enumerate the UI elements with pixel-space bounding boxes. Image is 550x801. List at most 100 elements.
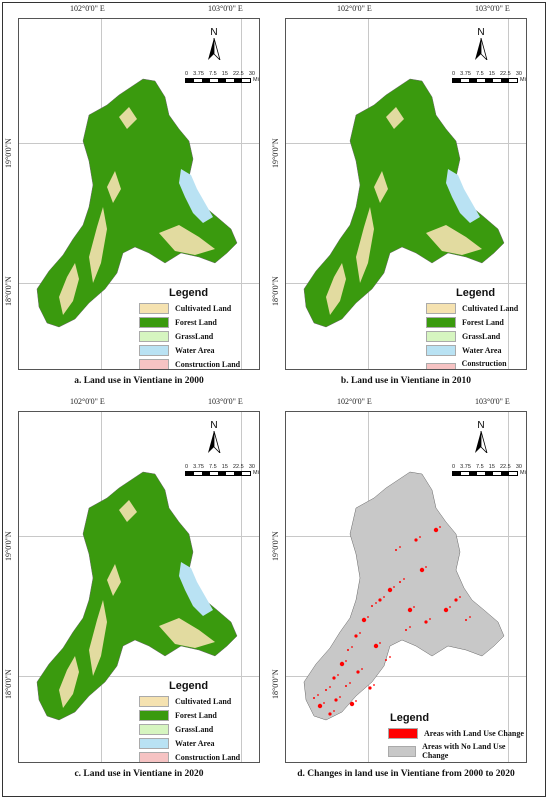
scale-tick: 0 bbox=[452, 71, 456, 77]
change-patch bbox=[405, 629, 407, 631]
scale-tick: 22.5 bbox=[500, 71, 511, 77]
legend-swatch bbox=[139, 317, 169, 328]
panel-caption: d. Changes in land use in Vientiane from… bbox=[297, 769, 515, 779]
change-patch bbox=[333, 710, 335, 712]
change-patch bbox=[329, 686, 331, 688]
north-label: N bbox=[477, 420, 485, 431]
change-patch bbox=[393, 586, 395, 588]
legend-item: Areas with Land Use Change bbox=[388, 728, 526, 739]
legend-label: Water Area bbox=[175, 739, 215, 748]
panel-caption: b. Land use in Vientiane in 2010 bbox=[340, 376, 472, 386]
lon-label-left: 102°0'0" E bbox=[70, 397, 105, 406]
change-patch bbox=[373, 643, 379, 649]
change-patch bbox=[407, 607, 413, 613]
legend-item: Cultivated Land bbox=[139, 696, 240, 707]
change-patch bbox=[414, 538, 418, 542]
change-patch bbox=[368, 686, 372, 690]
change-patch bbox=[337, 674, 339, 676]
scale-bar-graphic bbox=[185, 470, 251, 476]
scale-bar-graphic bbox=[452, 470, 518, 476]
scale-tick: 15 bbox=[221, 71, 228, 77]
change-patch bbox=[385, 659, 387, 661]
change-patch bbox=[454, 598, 458, 602]
legend-swatch bbox=[139, 724, 169, 735]
scale-tick: 15 bbox=[488, 464, 495, 470]
scale-tick: 0 bbox=[185, 71, 189, 77]
legend-swatch bbox=[426, 345, 456, 356]
change-patch bbox=[317, 703, 323, 709]
province-shape bbox=[36, 78, 238, 328]
scale-tick: 3.75 bbox=[193, 464, 204, 470]
scale-tick: 30 bbox=[248, 71, 255, 77]
north-label: N bbox=[210, 420, 218, 431]
scale-tick: 22.5 bbox=[500, 464, 511, 470]
legend-item: GrassLand bbox=[139, 331, 240, 342]
scale-tick: 7.5 bbox=[476, 464, 484, 470]
change-patch bbox=[313, 697, 315, 699]
legend-label: Water Area bbox=[175, 346, 215, 355]
scale-tick: 7.5 bbox=[476, 71, 484, 77]
lat-label-bottom: 18°0'0"N bbox=[4, 669, 13, 699]
legend-swatch bbox=[388, 745, 417, 757]
change-patch bbox=[323, 702, 325, 704]
legend-swatch bbox=[426, 303, 456, 314]
change-patch bbox=[413, 606, 415, 608]
graticule-line bbox=[241, 412, 242, 762]
legend: Legend Cultivated Land Forest Land Grass… bbox=[426, 287, 526, 369]
change-patch bbox=[469, 616, 471, 618]
legend-item: Water Area bbox=[426, 345, 526, 356]
legend-label: Cultivated Land bbox=[175, 697, 232, 706]
lat-label-bottom: 18°0'0"N bbox=[271, 669, 280, 699]
cultivated-patches bbox=[59, 500, 215, 708]
legend-label: Forest Land bbox=[462, 318, 504, 327]
lon-label-right: 103°0'0" E bbox=[208, 4, 243, 13]
scale-bar: 0 3.75 7.5 15 22.5 30 Miles bbox=[452, 464, 526, 476]
north-arrow: N bbox=[474, 27, 488, 60]
scale-tick: 3.75 bbox=[460, 71, 471, 77]
legend-item: GrassLand bbox=[426, 331, 526, 342]
legend-swatch bbox=[139, 710, 169, 721]
legend: Legend Areas with Land Use Change Areas … bbox=[388, 712, 526, 762]
lat-label-top: 19°0'0"N bbox=[4, 138, 13, 168]
legend-item: Cultivated Land bbox=[139, 303, 240, 314]
scale-tick: 3.75 bbox=[460, 464, 471, 470]
lat-label-top: 19°0'0"N bbox=[271, 531, 280, 561]
change-patch bbox=[395, 549, 397, 551]
province-shape bbox=[303, 78, 505, 328]
lat-label-top: 19°0'0"N bbox=[4, 531, 13, 561]
change-patch bbox=[419, 567, 425, 573]
north-arrow: N bbox=[207, 420, 221, 453]
legend-swatch bbox=[426, 317, 456, 328]
change-patch bbox=[383, 596, 385, 598]
graticule-line bbox=[19, 676, 259, 677]
legend-item: Forest Land bbox=[139, 317, 240, 328]
vientiane-map bbox=[303, 78, 505, 328]
legend-swatch bbox=[139, 359, 169, 369]
legend-label: Cultivated Land bbox=[462, 304, 519, 313]
change-patch bbox=[399, 546, 401, 548]
legend-swatch bbox=[139, 331, 169, 342]
change-patch bbox=[339, 696, 341, 698]
change-patch bbox=[373, 684, 375, 686]
change-patch bbox=[443, 607, 449, 613]
scale-tick: 30 bbox=[515, 71, 522, 77]
change-patch bbox=[387, 587, 393, 593]
panel-caption: a. Land use in Vientiane in 2000 bbox=[74, 376, 204, 386]
change-patch bbox=[433, 527, 439, 533]
scale-tick: 30 bbox=[248, 464, 255, 470]
change-patch bbox=[347, 649, 349, 651]
scale-tick: 7.5 bbox=[209, 464, 217, 470]
change-patch bbox=[361, 617, 367, 623]
legend-title: Legend bbox=[169, 680, 209, 692]
lon-label-right: 103°0'0" E bbox=[208, 397, 243, 406]
north-arrow: N bbox=[474, 420, 488, 453]
change-patch bbox=[375, 602, 377, 604]
legend-title: Legend bbox=[169, 287, 209, 299]
graticule-line bbox=[286, 283, 526, 284]
legend-label: Construction Land bbox=[175, 753, 241, 762]
